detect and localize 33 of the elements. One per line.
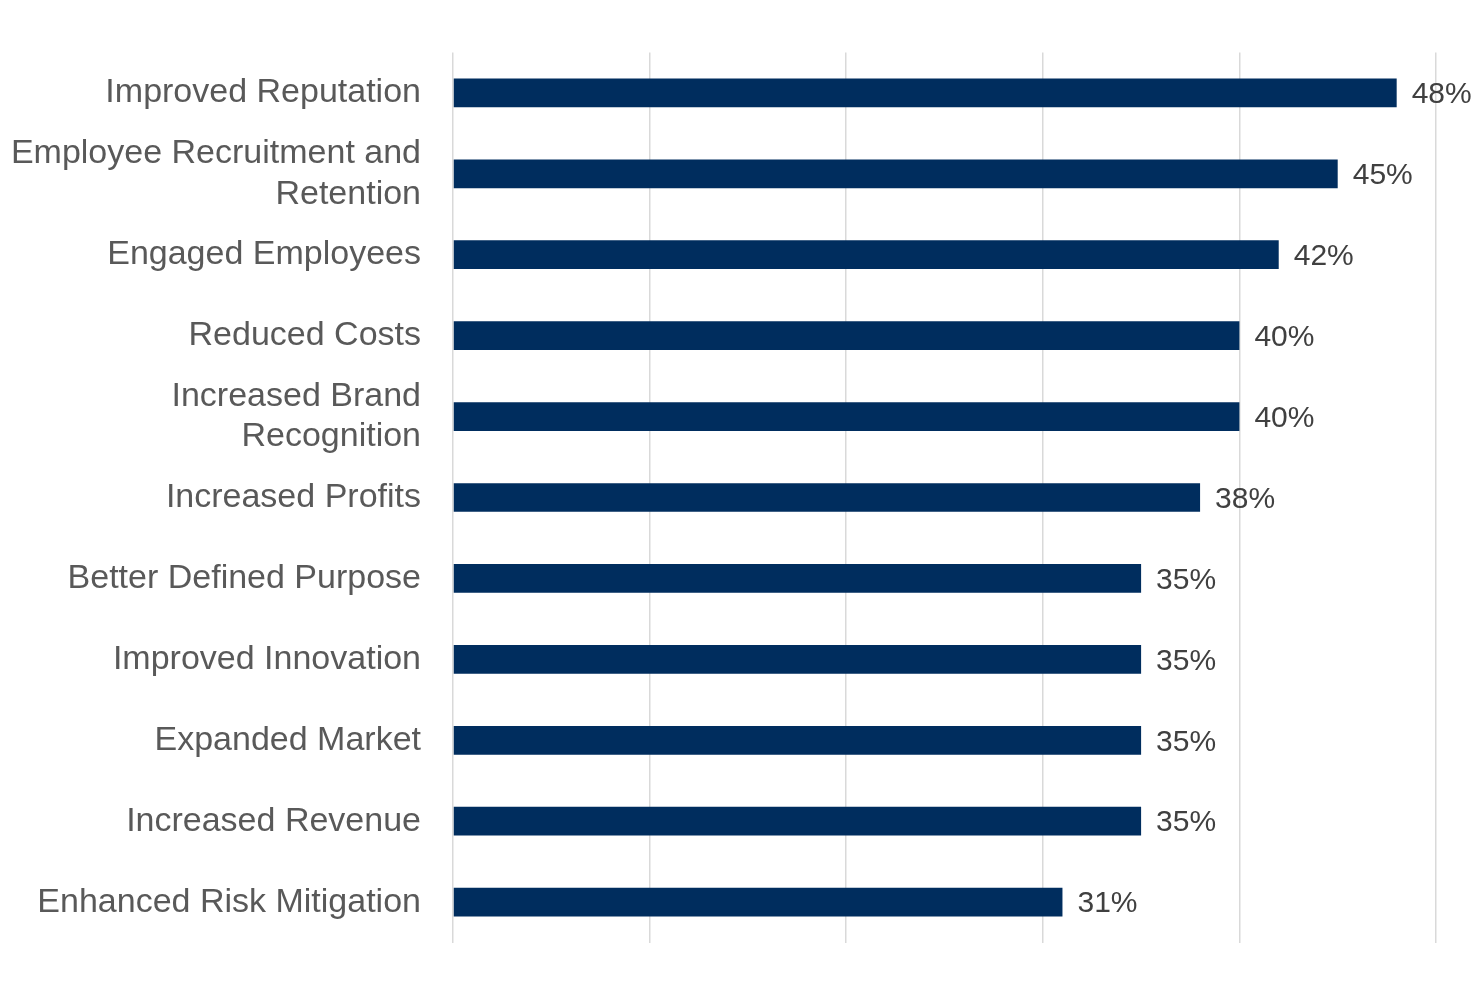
- y-tick-label: Increased Brand Recognition: [171, 374, 421, 454]
- y-tick-label: Increased Revenue: [126, 799, 421, 838]
- data-label: 42%: [1293, 237, 1354, 271]
- y-tick-label: Improved Innovation: [112, 637, 421, 676]
- bar: [453, 564, 1142, 593]
- bar: [453, 806, 1142, 836]
- data-label: 38%: [1215, 480, 1276, 514]
- y-tick-label: Engaged Employees: [107, 233, 421, 272]
- data-label: 40%: [1254, 318, 1315, 352]
- data-label: 48%: [1411, 76, 1472, 110]
- data-label: 40%: [1254, 399, 1315, 433]
- data-label: 31%: [1077, 885, 1138, 919]
- data-label: 35%: [1156, 642, 1217, 676]
- data-label: 35%: [1156, 804, 1217, 838]
- y-tick-label: Employee Recruitment and Retention: [10, 131, 421, 211]
- bar: [453, 887, 1063, 917]
- bar: [453, 644, 1142, 674]
- y-tick-label: Enhanced Risk Mitigation: [37, 880, 421, 919]
- y-tick-label: Improved Reputation: [105, 71, 421, 110]
- bar: [453, 483, 1201, 512]
- data-label: 35%: [1156, 723, 1217, 757]
- y-tick-label: Increased Profits: [165, 475, 421, 514]
- y-tick-label: Reduced Costs: [188, 314, 421, 353]
- y-tick-label: Expanded Market: [154, 718, 422, 757]
- y-tick-label: Better Defined Purpose: [67, 556, 421, 595]
- bar: [453, 240, 1279, 270]
- bar: [453, 78, 1397, 108]
- bar: [453, 402, 1240, 431]
- bar: [453, 725, 1142, 755]
- bar: [453, 159, 1338, 189]
- data-label: 35%: [1156, 561, 1217, 595]
- bar: [453, 321, 1240, 351]
- data-label: 45%: [1352, 157, 1413, 191]
